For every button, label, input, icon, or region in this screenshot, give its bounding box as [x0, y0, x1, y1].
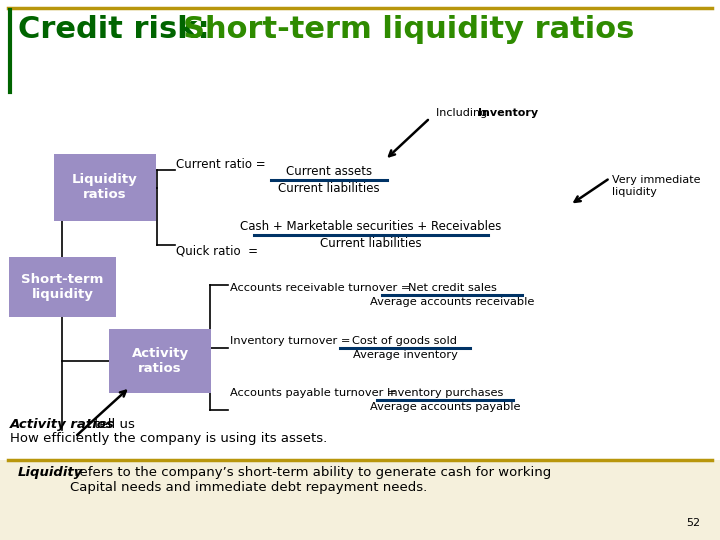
Text: Short-term liquidity ratios: Short-term liquidity ratios — [183, 15, 634, 44]
Text: 52: 52 — [686, 518, 700, 528]
FancyBboxPatch shape — [0, 460, 720, 540]
Text: Activity ratios: Activity ratios — [10, 418, 114, 431]
Text: How efficiently the company is using its assets.: How efficiently the company is using its… — [10, 432, 328, 445]
Text: Current assets: Current assets — [286, 165, 372, 178]
Text: Average inventory: Average inventory — [353, 350, 457, 360]
Text: Current liabilities: Current liabilities — [320, 237, 422, 250]
Text: Net credit sales: Net credit sales — [408, 283, 496, 293]
Text: Including: Including — [436, 108, 491, 118]
Text: Activity
ratios: Activity ratios — [132, 347, 189, 375]
Text: Current liabilities: Current liabilities — [278, 182, 380, 195]
Text: Current ratio =: Current ratio = — [176, 158, 269, 171]
Text: Cash + Marketable securities + Receivables: Cash + Marketable securities + Receivabl… — [240, 220, 502, 233]
Text: Liquidity
ratios: Liquidity ratios — [72, 173, 138, 201]
Text: Average accounts payable: Average accounts payable — [370, 402, 521, 412]
Text: Credit risk:: Credit risk: — [18, 15, 220, 44]
Text: Liquidity: Liquidity — [18, 466, 84, 479]
Text: Cost of goods sold: Cost of goods sold — [353, 336, 457, 346]
Text: Inventory purchases: Inventory purchases — [387, 388, 503, 398]
Text: Short-term
liquidity: Short-term liquidity — [22, 273, 104, 301]
Text: Very immediate
liquidity: Very immediate liquidity — [612, 175, 701, 197]
Text: refers to the company’s short-term ability to generate cash for working
Capital : refers to the company’s short-term abili… — [70, 466, 552, 494]
Text: tell us: tell us — [90, 418, 135, 431]
FancyBboxPatch shape — [54, 154, 156, 221]
Text: Inventory turnover =: Inventory turnover = — [230, 336, 354, 346]
Text: Accounts receivable turnover =: Accounts receivable turnover = — [230, 283, 414, 293]
Text: Quick ratio  =: Quick ratio = — [176, 245, 262, 258]
Text: Inventory: Inventory — [478, 108, 538, 118]
FancyBboxPatch shape — [9, 257, 116, 317]
Text: Average accounts receivable: Average accounts receivable — [370, 297, 534, 307]
Text: Accounts payable turnover =: Accounts payable turnover = — [230, 388, 400, 398]
FancyBboxPatch shape — [109, 329, 211, 393]
